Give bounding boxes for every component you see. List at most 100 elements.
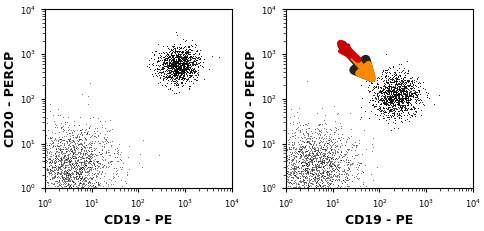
Point [387,101,395,105]
Point [341,158,349,161]
Point [170,63,178,67]
Point [319,164,327,168]
Point [114,175,121,178]
Point [170,58,178,62]
Point [94,159,102,163]
Point [381,52,389,56]
Point [396,79,404,83]
Point [166,73,174,77]
Point [285,172,293,176]
Point [401,88,409,92]
Point [323,186,331,190]
Point [379,94,387,97]
Point [327,174,334,178]
Point [59,186,66,190]
Point [300,145,308,149]
Point [303,186,311,190]
Point [282,180,289,184]
Point [175,65,182,69]
Point [186,58,194,61]
Point [282,141,289,145]
Point [41,162,49,166]
Point [68,150,76,154]
Point [188,48,196,52]
Point [368,179,376,182]
Point [392,97,399,100]
Point [84,185,92,188]
Point [60,186,67,190]
Point [192,49,199,52]
Point [308,153,316,157]
Point [295,120,302,124]
Point [309,186,317,190]
Point [282,169,289,173]
Point [83,186,91,190]
Point [319,153,327,156]
Point [76,164,83,168]
Point [169,61,177,64]
Point [174,85,182,89]
Point [309,176,317,179]
Point [41,153,49,157]
Point [326,161,333,164]
Point [399,96,407,100]
Point [296,138,303,142]
Point [79,156,87,160]
Point [66,163,74,167]
Point [188,70,196,73]
Point [287,186,295,190]
Point [173,60,181,63]
Point [397,82,405,85]
Point [381,76,389,80]
Point [392,114,400,118]
Point [339,163,347,167]
Point [414,88,422,92]
Point [190,62,197,66]
Point [329,155,336,158]
Point [176,61,183,65]
Point [66,172,74,176]
Point [93,160,101,164]
Point [329,151,336,155]
Point [60,186,67,190]
Point [295,180,303,184]
Point [333,186,340,190]
Point [72,169,79,172]
Point [314,124,321,127]
Point [92,126,100,130]
Point [62,173,70,177]
Point [80,186,88,190]
Point [179,61,187,65]
Point [302,152,309,155]
Point [369,90,377,94]
Point [179,63,186,66]
Point [74,179,81,182]
Point [303,172,311,176]
Point [188,71,196,74]
Point [174,45,182,49]
Point [311,186,318,190]
Point [412,99,420,103]
Point [362,64,370,68]
Point [367,142,375,146]
Point [90,159,98,163]
Point [400,96,408,100]
Point [345,184,352,187]
Point [390,111,397,114]
Point [388,90,396,93]
Point [167,75,175,79]
Point [181,49,189,52]
Point [282,173,289,177]
Point [166,64,174,67]
Point [331,144,339,148]
Point [334,171,342,175]
Point [51,154,59,158]
Point [381,99,389,103]
Point [321,140,329,143]
Point [283,178,291,182]
Point [41,186,49,190]
Point [168,60,176,63]
Point [352,176,360,180]
Point [333,186,341,190]
Point [186,73,194,77]
